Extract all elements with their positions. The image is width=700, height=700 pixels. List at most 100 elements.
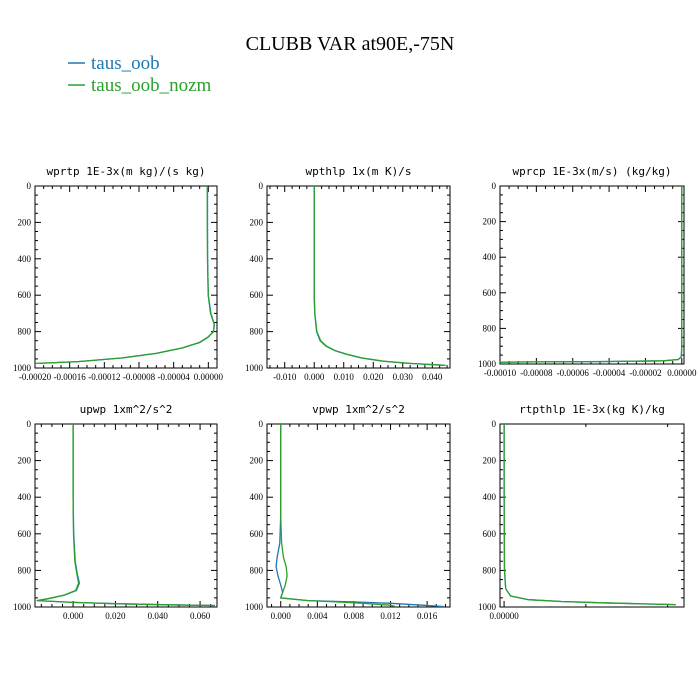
panel-title: wprtp 1E-3x(m kg)/(s kg) xyxy=(47,165,206,178)
y-tick-label: 1000 xyxy=(245,602,264,612)
y-tick-label: 400 xyxy=(18,492,32,502)
legend-label-1: taus_oob_nozm xyxy=(91,75,212,96)
x-tick-label: 0.00000 xyxy=(194,372,224,382)
panel-title: wprcp 1E-3x(m/s) (kg/kg) xyxy=(513,165,672,178)
y-tick-label: 600 xyxy=(483,288,497,298)
series-line-taus_oob xyxy=(500,186,683,363)
series-line-taus_oob_nozm xyxy=(279,424,396,607)
x-tick-label: -0.00002 xyxy=(629,368,661,378)
series-line-taus_oob_nozm xyxy=(36,424,215,607)
series-line-taus_oob_nozm xyxy=(35,186,215,365)
x-tick-label: -0.00016 xyxy=(54,372,87,382)
series-line-taus_oob xyxy=(36,424,215,607)
y-tick-label: 200 xyxy=(18,456,32,466)
y-tick-label: 0 xyxy=(259,181,264,191)
y-tick-label: 200 xyxy=(483,217,497,227)
y-tick-label: 200 xyxy=(250,217,264,227)
y-tick-label: 600 xyxy=(18,290,32,300)
x-tick-label: -0.00006 xyxy=(557,368,590,378)
series-line-taus_oob_nozm xyxy=(503,424,676,606)
x-tick-label: 0.010 xyxy=(334,372,355,382)
y-tick-label: 200 xyxy=(18,217,32,227)
x-tick-label: 0.012 xyxy=(380,611,400,621)
x-tick-label: -0.00004 xyxy=(158,372,191,382)
panel-title: wpthlp 1x(m K)/s xyxy=(306,165,412,178)
panel-title: vpwp 1xm^2/s^2 xyxy=(312,403,405,416)
y-tick-label: 1000 xyxy=(478,602,497,612)
y-tick-label: 600 xyxy=(250,290,264,300)
panel-5: rtpthlp 1E-3x(kg K)/kg 0 200 400 600 800 10000… xyxy=(478,403,685,621)
y-tick-label: 400 xyxy=(250,492,264,502)
series-line-taus_oob_nozm xyxy=(313,186,446,366)
y-tick-label: 0 xyxy=(27,419,32,429)
y-tick-label: 1000 xyxy=(245,363,264,373)
x-tick-label: -0.00008 xyxy=(123,372,156,382)
x-tick-label: -0.00008 xyxy=(520,368,553,378)
y-tick-label: 400 xyxy=(18,254,32,264)
x-tick-label: 0.000 xyxy=(271,611,292,621)
x-tick-label: 0.00000 xyxy=(667,368,697,378)
x-tick-label: 0.040 xyxy=(148,611,169,621)
y-tick-label: 600 xyxy=(250,529,264,539)
y-tick-label: 1000 xyxy=(13,602,32,612)
plot-frame xyxy=(499,185,685,365)
plot-frame xyxy=(34,185,218,369)
panel-title: upwp 1xm^2/s^2 xyxy=(80,403,173,416)
y-tick-label: 800 xyxy=(18,565,32,575)
x-tick-label: 0.00000 xyxy=(489,611,519,621)
x-tick-label: 0.060 xyxy=(190,611,211,621)
panel-4: vpwp 1xm^2/s^2 0 200 400 600 800 1000 0.000 0.00… xyxy=(245,403,451,621)
panel-2: wprcp 1E-3x(m/s) (kg/kg) 0 200 400 600 800 100… xyxy=(478,165,697,378)
panel-1: wpthlp 1x(m K)/s 0 200 400 600 800 1000 -0.010 0… xyxy=(245,165,451,382)
y-tick-label: 0 xyxy=(492,419,497,429)
series-line-taus_oob_nozm xyxy=(500,186,683,363)
panel-title: rtpthlp 1E-3x(kg K)/kg xyxy=(519,403,665,416)
x-tick-label: 0.040 xyxy=(422,372,443,382)
y-tick-label: 1000 xyxy=(478,359,497,369)
x-tick-label: 0.004 xyxy=(307,611,328,621)
panel-0: wprtp 1E-3x(m kg)/(s kg) 0 200 400 600 800 100… xyxy=(13,165,223,382)
y-tick-label: 800 xyxy=(250,327,264,337)
x-tick-label: 0.020 xyxy=(363,372,384,382)
series-line-taus_oob xyxy=(275,424,444,607)
plot-frame xyxy=(499,423,685,608)
x-tick-label: 0.000 xyxy=(304,372,325,382)
panels: wprtp 1E-3x(m kg)/(s kg) 0 200 400 600 800 100… xyxy=(13,165,697,621)
y-tick-label: 400 xyxy=(483,252,497,262)
plot-frame xyxy=(266,185,451,369)
series-line-taus_oob xyxy=(503,424,676,606)
y-tick-label: 0 xyxy=(27,181,32,191)
series-line-taus_oob xyxy=(39,186,216,365)
x-tick-label: 0.008 xyxy=(344,611,365,621)
y-tick-label: 200 xyxy=(250,456,264,466)
x-tick-label: 0.000 xyxy=(63,611,84,621)
y-tick-label: 0 xyxy=(492,181,497,191)
x-tick-label: -0.00020 xyxy=(19,372,52,382)
y-tick-label: 1000 xyxy=(13,363,32,373)
x-tick-label: -0.00004 xyxy=(593,368,626,378)
y-tick-label: 800 xyxy=(18,327,32,337)
figure-title: CLUBB VAR at90E,-75N xyxy=(246,33,455,55)
series-line-taus_oob xyxy=(313,186,445,366)
x-tick-label: -0.00010 xyxy=(484,368,517,378)
y-tick-label: 800 xyxy=(250,565,264,575)
y-tick-label: 600 xyxy=(483,529,497,539)
plot-frame xyxy=(34,423,218,608)
y-tick-label: 0 xyxy=(259,419,264,429)
y-tick-label: 600 xyxy=(18,529,32,539)
y-tick-label: 800 xyxy=(483,323,497,333)
x-tick-label: -0.010 xyxy=(273,372,297,382)
x-tick-label: 0.016 xyxy=(417,611,438,621)
x-tick-label: -0.00012 xyxy=(88,372,120,382)
y-tick-label: 400 xyxy=(483,492,497,502)
y-tick-label: 200 xyxy=(483,456,497,466)
plot-frame xyxy=(266,423,451,608)
legend: taus_oob taus_oob_nozm xyxy=(68,53,212,96)
panel-3: upwp 1xm^2/s^2 0 200 400 600 800 1000 0.000 0.02… xyxy=(13,403,218,621)
x-tick-label: 0.020 xyxy=(105,611,126,621)
y-tick-label: 800 xyxy=(483,565,497,575)
x-tick-label: 0.030 xyxy=(393,372,414,382)
y-tick-label: 400 xyxy=(250,254,264,264)
legend-label-0: taus_oob xyxy=(91,53,160,74)
